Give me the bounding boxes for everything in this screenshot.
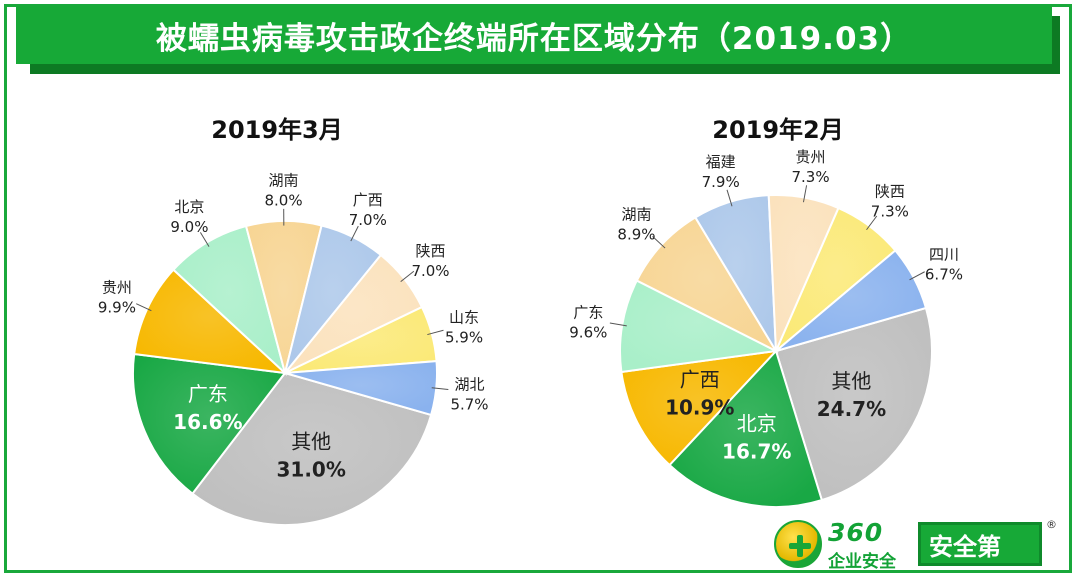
pie-leader-line <box>427 329 444 336</box>
pie-value-label: 5.9% <box>445 329 483 347</box>
pie-label: 陕西 <box>875 182 905 200</box>
pie-value-label: 7.3% <box>791 168 829 186</box>
pie-value-label: 9.0% <box>170 218 208 236</box>
logo-number: 360 <box>828 518 884 547</box>
pie-label: 广东 <box>573 303 603 321</box>
pie-leader-line <box>609 322 627 327</box>
pie-label: 湖北 <box>454 376 484 394</box>
pie-slice-广东 <box>131 352 287 496</box>
pie-value-label: 16.6% <box>173 410 242 434</box>
pie-value-label: 8.0% <box>264 192 302 210</box>
pie-slice-北京 <box>668 349 824 508</box>
pie-value-label: 8.9% <box>617 226 655 244</box>
pie-label: 广西 <box>680 367 720 391</box>
pie-leader-line <box>350 225 359 242</box>
pie-slice-广西 <box>620 349 779 467</box>
page-frame <box>4 4 1072 573</box>
pie-leader-line <box>909 271 925 281</box>
pie-label: 北京 <box>737 412 777 436</box>
pie-value-label: 9.6% <box>569 323 607 341</box>
pie-label: 湖南 <box>621 206 651 224</box>
logo-badge: 安全第 <box>918 522 1042 566</box>
pie-value-label: 7.0% <box>349 211 387 229</box>
logo-plus-icon <box>774 520 822 568</box>
pie-label: 四川 <box>929 245 959 263</box>
pie-title-2: 2019年2月 <box>712 116 844 144</box>
pie-title-1: 2019年3月 <box>211 116 343 144</box>
logo-subtitle: 企业安全 <box>828 552 896 572</box>
pie-label: 其他 <box>831 369 871 393</box>
pie-slice-其他 <box>774 306 933 502</box>
pie-leader-line <box>802 185 808 203</box>
pie-value-label: 7.0% <box>411 262 449 280</box>
pie-value-label: 16.7% <box>722 440 791 464</box>
pie-value-label: 9.9% <box>98 299 136 317</box>
pie-leader-line <box>431 387 449 390</box>
pie-value-label: 10.9% <box>665 395 734 419</box>
brand-logo: 360 企业安全 安全第 ® <box>774 518 1074 574</box>
pie-leader-line <box>199 232 210 247</box>
pie-label: 陕西 <box>416 242 446 260</box>
pie-leader-line <box>400 270 415 283</box>
pie-leader-line <box>866 215 878 231</box>
pie-value-label: 31.0% <box>276 457 345 481</box>
pie-label: 北京 <box>174 198 204 216</box>
pie-value-label: 7.9% <box>702 173 740 191</box>
pie-leader-line <box>652 236 666 249</box>
pie-leader-line <box>726 189 733 207</box>
pie-value-label: 5.7% <box>450 396 488 414</box>
pie-label: 广西 <box>353 191 383 209</box>
pie-label: 其他 <box>291 429 331 453</box>
page-title: 被蠕虫病毒攻击政企终端所在区域分布（2019.03） <box>16 6 1052 64</box>
pie-label: 湖南 <box>269 172 299 190</box>
pie-label: 贵州 <box>796 148 826 166</box>
pie-slice-其他 <box>191 371 433 526</box>
pie-leader-line <box>135 303 152 312</box>
pie-label: 贵州 <box>102 279 132 297</box>
pie-label: 广东 <box>188 382 228 406</box>
pie-value-label: 24.7% <box>817 397 886 421</box>
pie-label: 山东 <box>449 309 479 327</box>
pie-value-label: 7.3% <box>871 202 909 220</box>
pie-value-label: 6.7% <box>925 265 963 283</box>
pie-label: 福建 <box>706 153 736 171</box>
logo-registered-mark: ® <box>1046 518 1057 531</box>
